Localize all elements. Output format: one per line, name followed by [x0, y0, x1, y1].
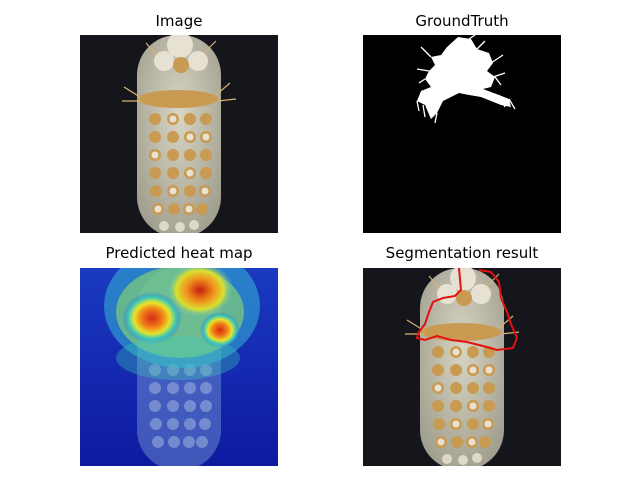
segmentation-panel: [363, 268, 561, 466]
groundtruth-mask-panel: [363, 35, 561, 233]
input-image-panel: [80, 35, 278, 233]
panel-title-heatmap: Predicted heat map: [105, 244, 253, 262]
segmentation-photo: [363, 268, 561, 466]
groundtruth-mask: [363, 35, 561, 233]
heatmap-overlay: [80, 268, 278, 466]
panel-title-groundtruth: GroundTruth: [415, 12, 509, 30]
panel-title-segmentation: Segmentation result: [385, 244, 539, 262]
panel-title-image: Image: [155, 12, 203, 30]
heatmap-panel: [80, 268, 278, 466]
toothbrush-photo: [80, 35, 278, 233]
segmentation-contour: [415, 268, 519, 352]
